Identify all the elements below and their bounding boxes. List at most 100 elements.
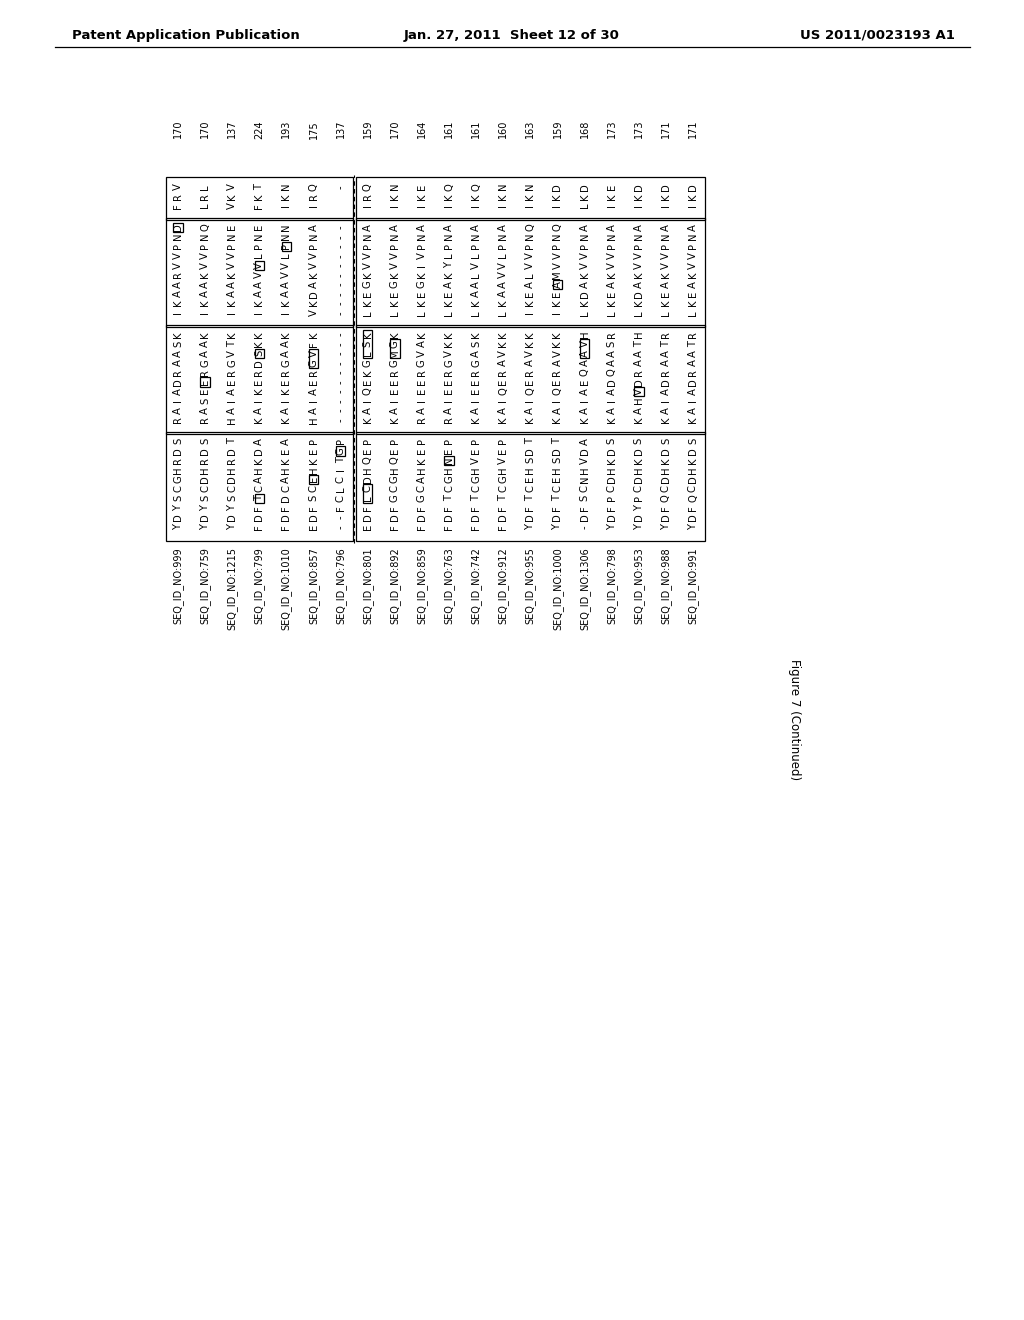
Text: SEQ_ID_NO:912: SEQ_ID_NO:912	[498, 548, 509, 624]
Text: A: A	[580, 224, 590, 231]
Text: G: G	[227, 359, 238, 367]
Bar	[553, 280, 562, 289]
Text: R: R	[308, 193, 318, 199]
Text: A: A	[471, 350, 481, 356]
Text: V: V	[634, 388, 644, 395]
Text: R: R	[308, 368, 318, 376]
Text: C: C	[660, 486, 671, 492]
Text: C: C	[282, 486, 292, 492]
Text: A: A	[660, 224, 671, 231]
Text: D: D	[200, 447, 210, 454]
Text: K: K	[634, 272, 644, 279]
Text: SEQ_ID_NO:763: SEQ_ID_NO:763	[443, 548, 455, 624]
Text: SEQ_ID_NO:1000: SEQ_ID_NO:1000	[552, 548, 563, 630]
Text: A: A	[254, 475, 264, 483]
Text: E: E	[417, 379, 427, 385]
Text: T: T	[336, 457, 346, 463]
Text: T: T	[634, 341, 644, 347]
Text: H: H	[227, 466, 238, 474]
Text: SEQ_ID_NO:796: SEQ_ID_NO:796	[335, 548, 346, 624]
Text: A: A	[688, 407, 698, 413]
Text: K: K	[417, 331, 427, 338]
Text: Y: Y	[688, 524, 698, 529]
Text: D: D	[688, 378, 698, 385]
Text: R: R	[254, 368, 264, 376]
Text: D: D	[173, 447, 183, 454]
Text: A: A	[417, 224, 427, 231]
Text: D: D	[200, 475, 210, 483]
Text: D: D	[254, 513, 264, 521]
Text: H: H	[308, 466, 318, 474]
Text: H: H	[254, 466, 264, 474]
Text: Y: Y	[553, 524, 562, 529]
Text: I: I	[606, 205, 616, 207]
Text: N: N	[200, 234, 210, 240]
Text: -: -	[336, 292, 346, 296]
Text: N: N	[282, 183, 292, 190]
Text: D: D	[660, 183, 671, 190]
Text: K: K	[282, 331, 292, 338]
Text: H: H	[634, 466, 644, 474]
Text: N: N	[362, 234, 373, 240]
Text: V: V	[227, 350, 238, 356]
Text: K: K	[580, 193, 590, 199]
Text: P: P	[499, 243, 508, 249]
Text: K: K	[390, 331, 399, 338]
Text: 170: 170	[390, 120, 399, 139]
Text: R: R	[499, 368, 508, 376]
Text: A: A	[580, 281, 590, 288]
Text: I: I	[525, 205, 536, 207]
Text: I: I	[444, 400, 454, 403]
Text: S: S	[660, 438, 671, 445]
Text: Patent Application Publication: Patent Application Publication	[72, 29, 300, 42]
Text: V: V	[417, 350, 427, 356]
Text: Y: Y	[200, 504, 210, 511]
Text: C: C	[634, 486, 644, 492]
Text: S: S	[553, 457, 562, 463]
Text: S: S	[200, 495, 210, 502]
Text: K: K	[606, 417, 616, 422]
Text: E: E	[444, 388, 454, 395]
Text: V: V	[308, 252, 318, 259]
Text: Q: Q	[471, 183, 481, 190]
Text: S: S	[200, 397, 210, 404]
Bar	[166, 177, 353, 219]
Text: V: V	[308, 350, 318, 356]
Text: A: A	[688, 224, 698, 231]
Text: K: K	[606, 272, 616, 279]
Text: Y: Y	[634, 524, 644, 529]
Text: F: F	[688, 504, 698, 511]
Text: I: I	[173, 400, 183, 403]
Text: H: H	[282, 466, 292, 474]
Text: F: F	[254, 203, 264, 209]
Text: A: A	[308, 224, 318, 231]
Text: Q: Q	[308, 183, 318, 190]
Text: A: A	[282, 281, 292, 288]
Text: K: K	[525, 331, 536, 338]
Text: D: D	[660, 475, 671, 483]
Text: V: V	[580, 261, 590, 269]
Text: C: C	[336, 495, 346, 502]
Text: K: K	[553, 300, 562, 306]
Text: P: P	[444, 243, 454, 249]
Bar	[362, 484, 373, 503]
Text: C: C	[471, 486, 481, 492]
Text: L: L	[580, 310, 590, 315]
Text: G: G	[308, 359, 318, 367]
Text: H: H	[660, 466, 671, 474]
Text: C: C	[525, 486, 536, 492]
Text: K: K	[417, 457, 427, 463]
Text: I: I	[336, 469, 346, 471]
Text: G: G	[390, 495, 399, 502]
Text: D: D	[227, 475, 238, 483]
Text: F: F	[173, 203, 183, 209]
Text: I: I	[660, 400, 671, 403]
Text: Q: Q	[390, 457, 399, 465]
Text: A: A	[606, 350, 616, 356]
Text: Q: Q	[444, 183, 454, 190]
Text: F: F	[362, 504, 373, 511]
Text: L: L	[362, 351, 373, 356]
Text: Y: Y	[606, 524, 616, 529]
Text: E: E	[254, 379, 264, 385]
Text: 173: 173	[634, 120, 644, 139]
